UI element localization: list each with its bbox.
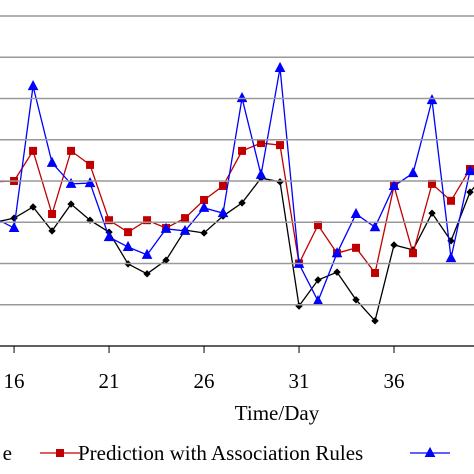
data-point <box>371 317 379 325</box>
data-point <box>200 229 208 237</box>
data-point <box>447 196 456 205</box>
data-point <box>428 209 436 217</box>
data-point <box>369 221 381 232</box>
data-point <box>86 160 95 169</box>
data-point <box>219 181 228 190</box>
data-point <box>350 207 362 218</box>
x-tick-label: 26 <box>194 369 215 393</box>
data-point <box>236 92 248 103</box>
data-point <box>371 268 380 277</box>
data-point <box>257 139 266 148</box>
x-tick-label: 31 <box>289 369 310 393</box>
data-point <box>29 146 38 155</box>
data-point <box>124 228 133 237</box>
legend-marker <box>424 446 436 457</box>
x-tick-label: 21 <box>99 369 120 393</box>
data-point <box>238 199 246 207</box>
data-point <box>217 207 229 218</box>
data-point <box>276 178 284 186</box>
data-point <box>143 216 152 225</box>
data-point <box>331 247 343 258</box>
series-line <box>0 142 474 275</box>
data-point <box>103 231 115 242</box>
data-point <box>48 227 56 235</box>
data-point <box>105 216 114 225</box>
data-point <box>255 168 267 179</box>
data-point <box>143 270 151 278</box>
x-tick-label: 16 <box>4 369 25 393</box>
data-point <box>65 177 77 188</box>
data-point <box>276 141 285 150</box>
data-point <box>407 167 419 178</box>
data-point <box>141 248 153 259</box>
data-point <box>67 146 76 155</box>
data-point <box>67 200 75 208</box>
x-axis-label: Time/Day <box>235 401 320 425</box>
data-point <box>312 294 324 306</box>
data-point <box>314 276 322 284</box>
data-point <box>181 214 190 223</box>
data-point <box>352 243 361 252</box>
data-point <box>48 210 57 218</box>
data-point <box>274 61 286 72</box>
data-point <box>160 222 172 233</box>
plot-area <box>0 61 474 325</box>
data-point <box>409 249 418 258</box>
legend-label: Prediction with Association Rules <box>78 441 363 465</box>
data-point <box>238 146 247 155</box>
data-point <box>122 240 134 251</box>
data-point <box>179 224 191 235</box>
data-point <box>46 156 58 167</box>
legend-marker <box>56 449 64 457</box>
data-point <box>426 94 438 105</box>
data-point <box>388 179 400 190</box>
series-line <box>0 177 474 323</box>
data-point <box>390 241 398 249</box>
data-point <box>84 176 96 188</box>
legend-label: e <box>3 441 12 465</box>
data-point <box>445 252 457 263</box>
data-point <box>352 296 360 304</box>
data-point <box>8 221 20 233</box>
data-point <box>27 80 39 91</box>
data-point <box>466 188 474 196</box>
data-point <box>464 165 474 176</box>
data-point <box>29 203 37 211</box>
x-tick-label: 36 <box>384 369 405 393</box>
data-point <box>333 268 341 276</box>
data-point <box>198 201 210 212</box>
